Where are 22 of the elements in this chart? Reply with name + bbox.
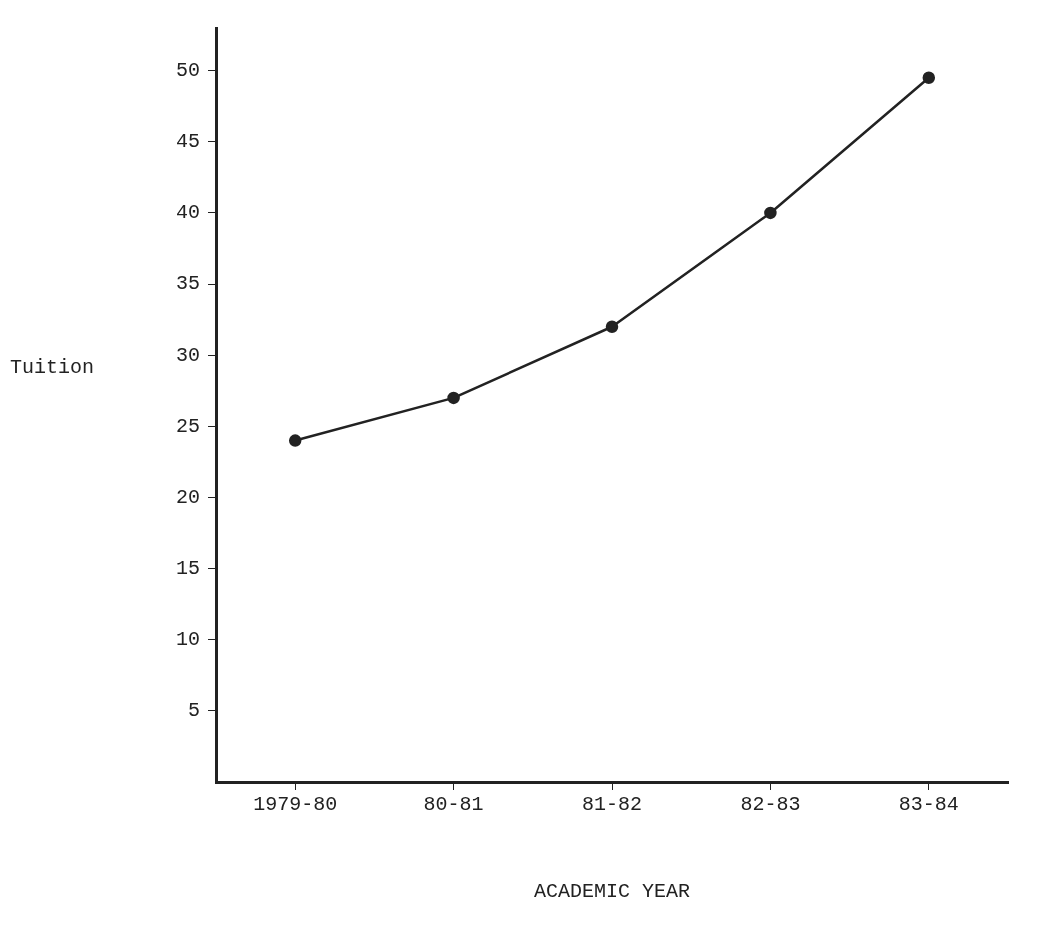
y-tick-label: 50	[175, 58, 200, 82]
point	[605, 320, 619, 334]
point	[447, 391, 460, 405]
y-tick-label: 10	[175, 628, 200, 652]
x-tick-label: 80-81	[423, 793, 484, 817]
y-tick-label: 40	[175, 201, 200, 225]
y-tick-label: 15	[175, 556, 200, 580]
point	[922, 71, 936, 85]
point	[764, 206, 777, 220]
y-tick-label: 25	[175, 414, 200, 438]
y-tick-label: 20	[175, 485, 200, 509]
x-axis-title: ACADEMIC YEAR	[533, 880, 691, 904]
y-tick-label: 45	[175, 130, 200, 154]
y-tick-label: 30	[175, 343, 200, 367]
y-tick-label: 5	[187, 699, 200, 723]
y-axis-title: Tuition	[10, 355, 95, 379]
y-tick-label: 35	[175, 272, 200, 296]
x-tick-label: 83-84	[898, 793, 959, 817]
point	[288, 434, 302, 447]
x-tick-label: 82-83	[740, 793, 801, 817]
x-tick-label: 81-82	[581, 793, 643, 817]
x-tick-label: 1979-80	[253, 793, 338, 817]
